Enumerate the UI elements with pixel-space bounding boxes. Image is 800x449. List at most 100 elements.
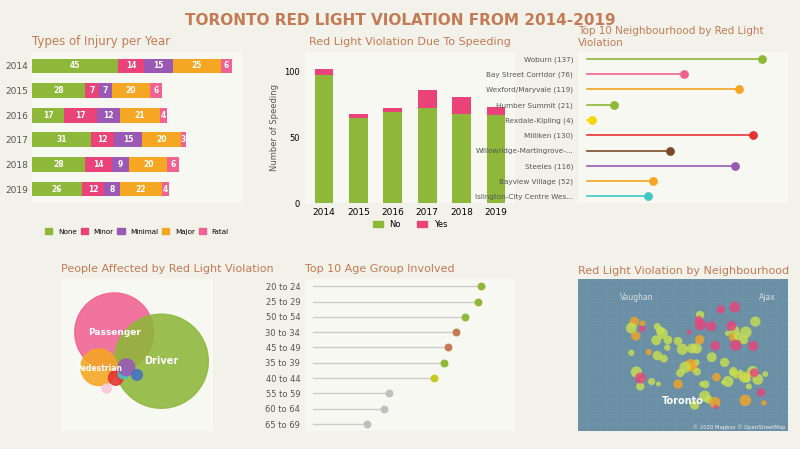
Circle shape — [102, 384, 111, 393]
Bar — [112, 157, 129, 172]
Text: 28: 28 — [54, 160, 64, 169]
Bar — [98, 83, 112, 98]
Point — [658, 355, 670, 362]
Bar — [32, 83, 86, 98]
Point — [654, 327, 666, 334]
Bar — [32, 157, 86, 172]
Bar — [120, 108, 160, 123]
Point — [731, 333, 744, 340]
Text: People Affected by Red Light Violation: People Affected by Red Light Violation — [61, 264, 274, 274]
Bar — [181, 132, 186, 147]
Text: 4: 4 — [162, 185, 168, 194]
Point — [690, 359, 703, 366]
FancyBboxPatch shape — [578, 279, 788, 431]
Point — [729, 162, 742, 169]
Bar — [144, 58, 173, 73]
Point — [759, 370, 772, 378]
Point — [676, 346, 689, 353]
Text: 12: 12 — [88, 185, 98, 194]
Circle shape — [109, 370, 123, 385]
Bar — [314, 75, 334, 203]
Point — [710, 374, 723, 381]
Y-axis label: Number of Speeding: Number of Speeding — [270, 84, 279, 171]
Bar — [129, 157, 167, 172]
Text: 12: 12 — [98, 135, 108, 144]
Bar — [418, 108, 437, 203]
Text: 12: 12 — [103, 111, 114, 120]
Text: 15: 15 — [154, 62, 164, 70]
Point — [630, 369, 642, 376]
Text: TORONTO RED LIGHT VIOLATION FROM 2014-2019: TORONTO RED LIGHT VIOLATION FROM 2014-20… — [185, 13, 615, 28]
Title: Red Light Violation Due To Speeding: Red Light Violation Due To Speeding — [309, 37, 511, 47]
Bar — [162, 182, 169, 197]
Text: 17: 17 — [43, 111, 54, 120]
Bar — [349, 114, 368, 118]
Bar — [32, 108, 64, 123]
Point — [684, 361, 697, 368]
Point — [727, 367, 740, 374]
Circle shape — [118, 359, 134, 376]
Point — [625, 325, 638, 332]
Text: Vaughan: Vaughan — [620, 293, 654, 302]
Circle shape — [118, 368, 129, 379]
Point — [634, 374, 647, 382]
Point — [709, 342, 722, 349]
Point — [656, 330, 669, 337]
Text: Driver: Driver — [144, 356, 178, 366]
Point — [683, 329, 696, 336]
Point — [634, 383, 646, 390]
Point — [694, 312, 706, 319]
Text: 9: 9 — [118, 160, 123, 169]
Point — [739, 397, 752, 404]
Point — [650, 337, 662, 344]
Point — [458, 313, 471, 321]
Bar — [221, 58, 232, 73]
Point — [730, 371, 742, 379]
Point — [705, 323, 718, 330]
Circle shape — [114, 314, 208, 408]
Point — [652, 380, 665, 387]
Point — [690, 368, 703, 375]
Bar — [160, 108, 167, 123]
Point — [378, 405, 390, 412]
Bar — [118, 58, 144, 73]
Text: 20: 20 — [126, 86, 136, 95]
Bar — [97, 108, 120, 123]
Point — [751, 376, 764, 383]
Point — [651, 352, 664, 359]
Point — [661, 344, 674, 351]
Point — [662, 336, 674, 343]
Point — [672, 381, 685, 388]
Point — [678, 364, 691, 371]
Point — [625, 349, 638, 357]
Point — [438, 359, 451, 366]
Point — [642, 348, 655, 356]
Point — [738, 374, 751, 381]
Point — [674, 370, 686, 377]
Point — [636, 325, 649, 332]
Point — [741, 372, 754, 379]
Point — [746, 368, 759, 375]
Point — [726, 369, 738, 376]
Bar — [486, 115, 506, 203]
Point — [755, 55, 768, 62]
Text: Top 10 Neighbourhood by Red Light
Violation: Top 10 Neighbourhood by Red Light Violat… — [578, 26, 764, 48]
Bar — [86, 83, 98, 98]
Text: 4: 4 — [161, 111, 166, 120]
Point — [754, 389, 767, 396]
Text: Red Light Violation by Neighbourhood: Red Light Violation by Neighbourhood — [578, 266, 789, 276]
Point — [725, 322, 738, 330]
Point — [695, 380, 708, 387]
Point — [746, 132, 759, 139]
Text: Passenger: Passenger — [88, 328, 141, 337]
Point — [748, 369, 761, 376]
Bar — [32, 182, 82, 197]
Circle shape — [132, 370, 142, 380]
Point — [642, 193, 654, 200]
Point — [586, 116, 598, 123]
Point — [686, 364, 699, 371]
Point — [672, 338, 685, 345]
Point — [730, 342, 742, 349]
Bar — [104, 182, 120, 197]
Point — [663, 147, 676, 154]
